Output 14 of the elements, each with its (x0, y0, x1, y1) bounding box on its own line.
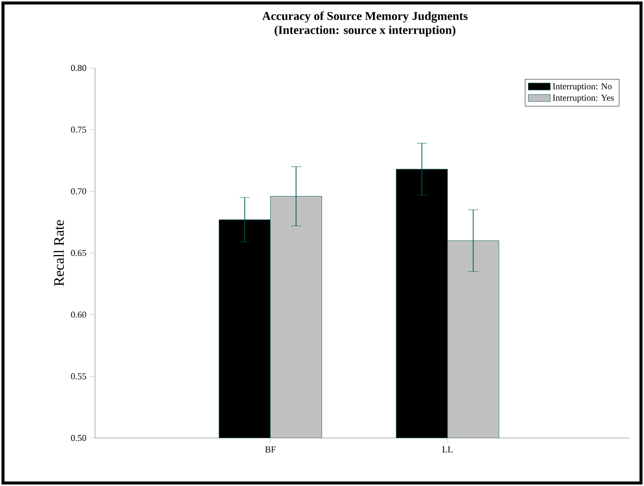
y-tick-label: 0.80 (71, 64, 86, 72)
y-tick-label: 0.50 (71, 434, 86, 442)
chart-title: Accuracy of Source Memory Judgments (262, 11, 468, 23)
y-tick-label: 0.60 (71, 312, 86, 318)
x-tick-label: LL (442, 446, 452, 452)
y-axis-title: Recall Rate (54, 220, 64, 286)
y-tick-label: 0.75 (71, 126, 86, 133)
legend-label: Interruption: Yes (552, 94, 614, 103)
x-tick-label: BF (265, 446, 276, 452)
legend-label: Interruption: No (552, 83, 612, 92)
chart-subtitle: (Interaction: source x interruption) (274, 26, 456, 36)
y-tick-label: 0.70 (71, 188, 86, 194)
y-tick-label: 0.55 (71, 373, 86, 380)
y-tick-label: 0.65 (71, 250, 86, 256)
